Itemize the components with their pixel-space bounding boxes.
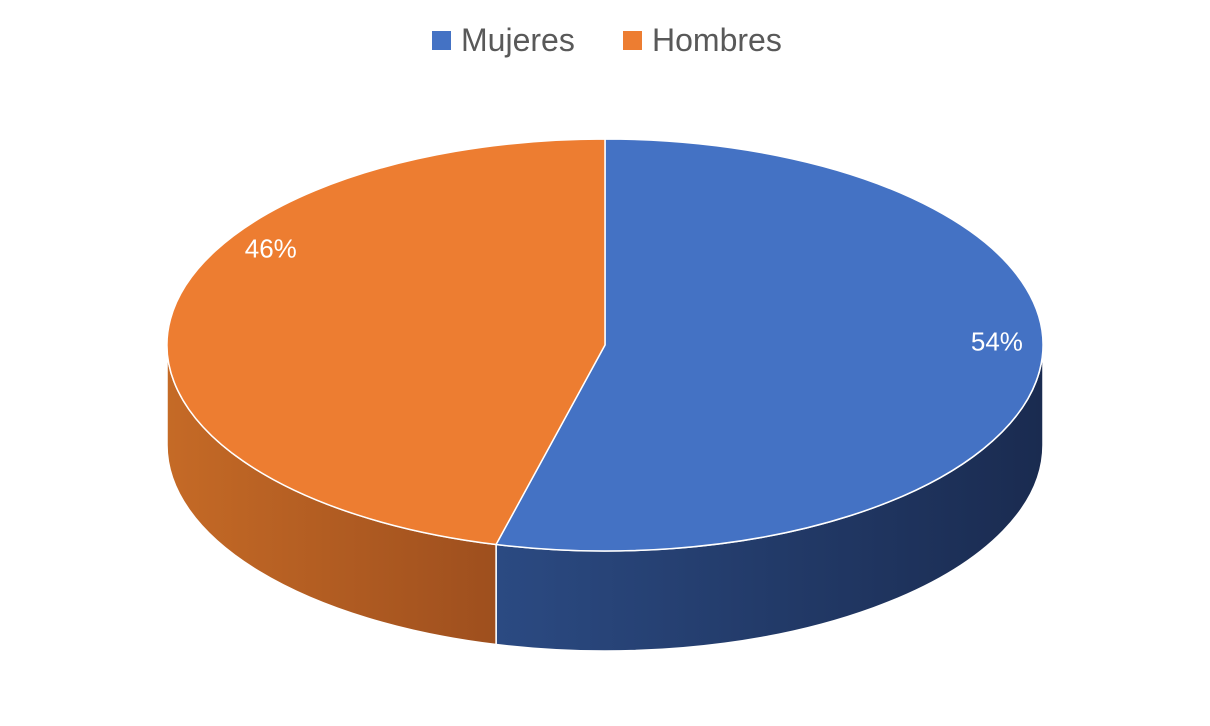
data-label-mujeres: 54% bbox=[971, 326, 1023, 356]
data-labels: 54% 46% bbox=[245, 234, 1023, 357]
data-label-hombres: 46% bbox=[245, 234, 297, 264]
legend-swatch-mujeres bbox=[432, 31, 451, 50]
pie-slice-mujeres[interactable] bbox=[495, 138, 1044, 552]
legend-label-mujeres: Mujeres bbox=[461, 22, 575, 58]
legend-item-mujeres[interactable]: Mujeres bbox=[432, 22, 575, 58]
legend-label-hombres: Hombres bbox=[652, 22, 782, 58]
legend: Mujeres Hombres bbox=[432, 22, 782, 58]
legend-item-hombres[interactable]: Hombres bbox=[623, 22, 782, 58]
pie-slice-hombres[interactable] bbox=[166, 138, 606, 546]
pie-top bbox=[166, 138, 1044, 552]
legend-swatch-hombres bbox=[623, 31, 642, 50]
